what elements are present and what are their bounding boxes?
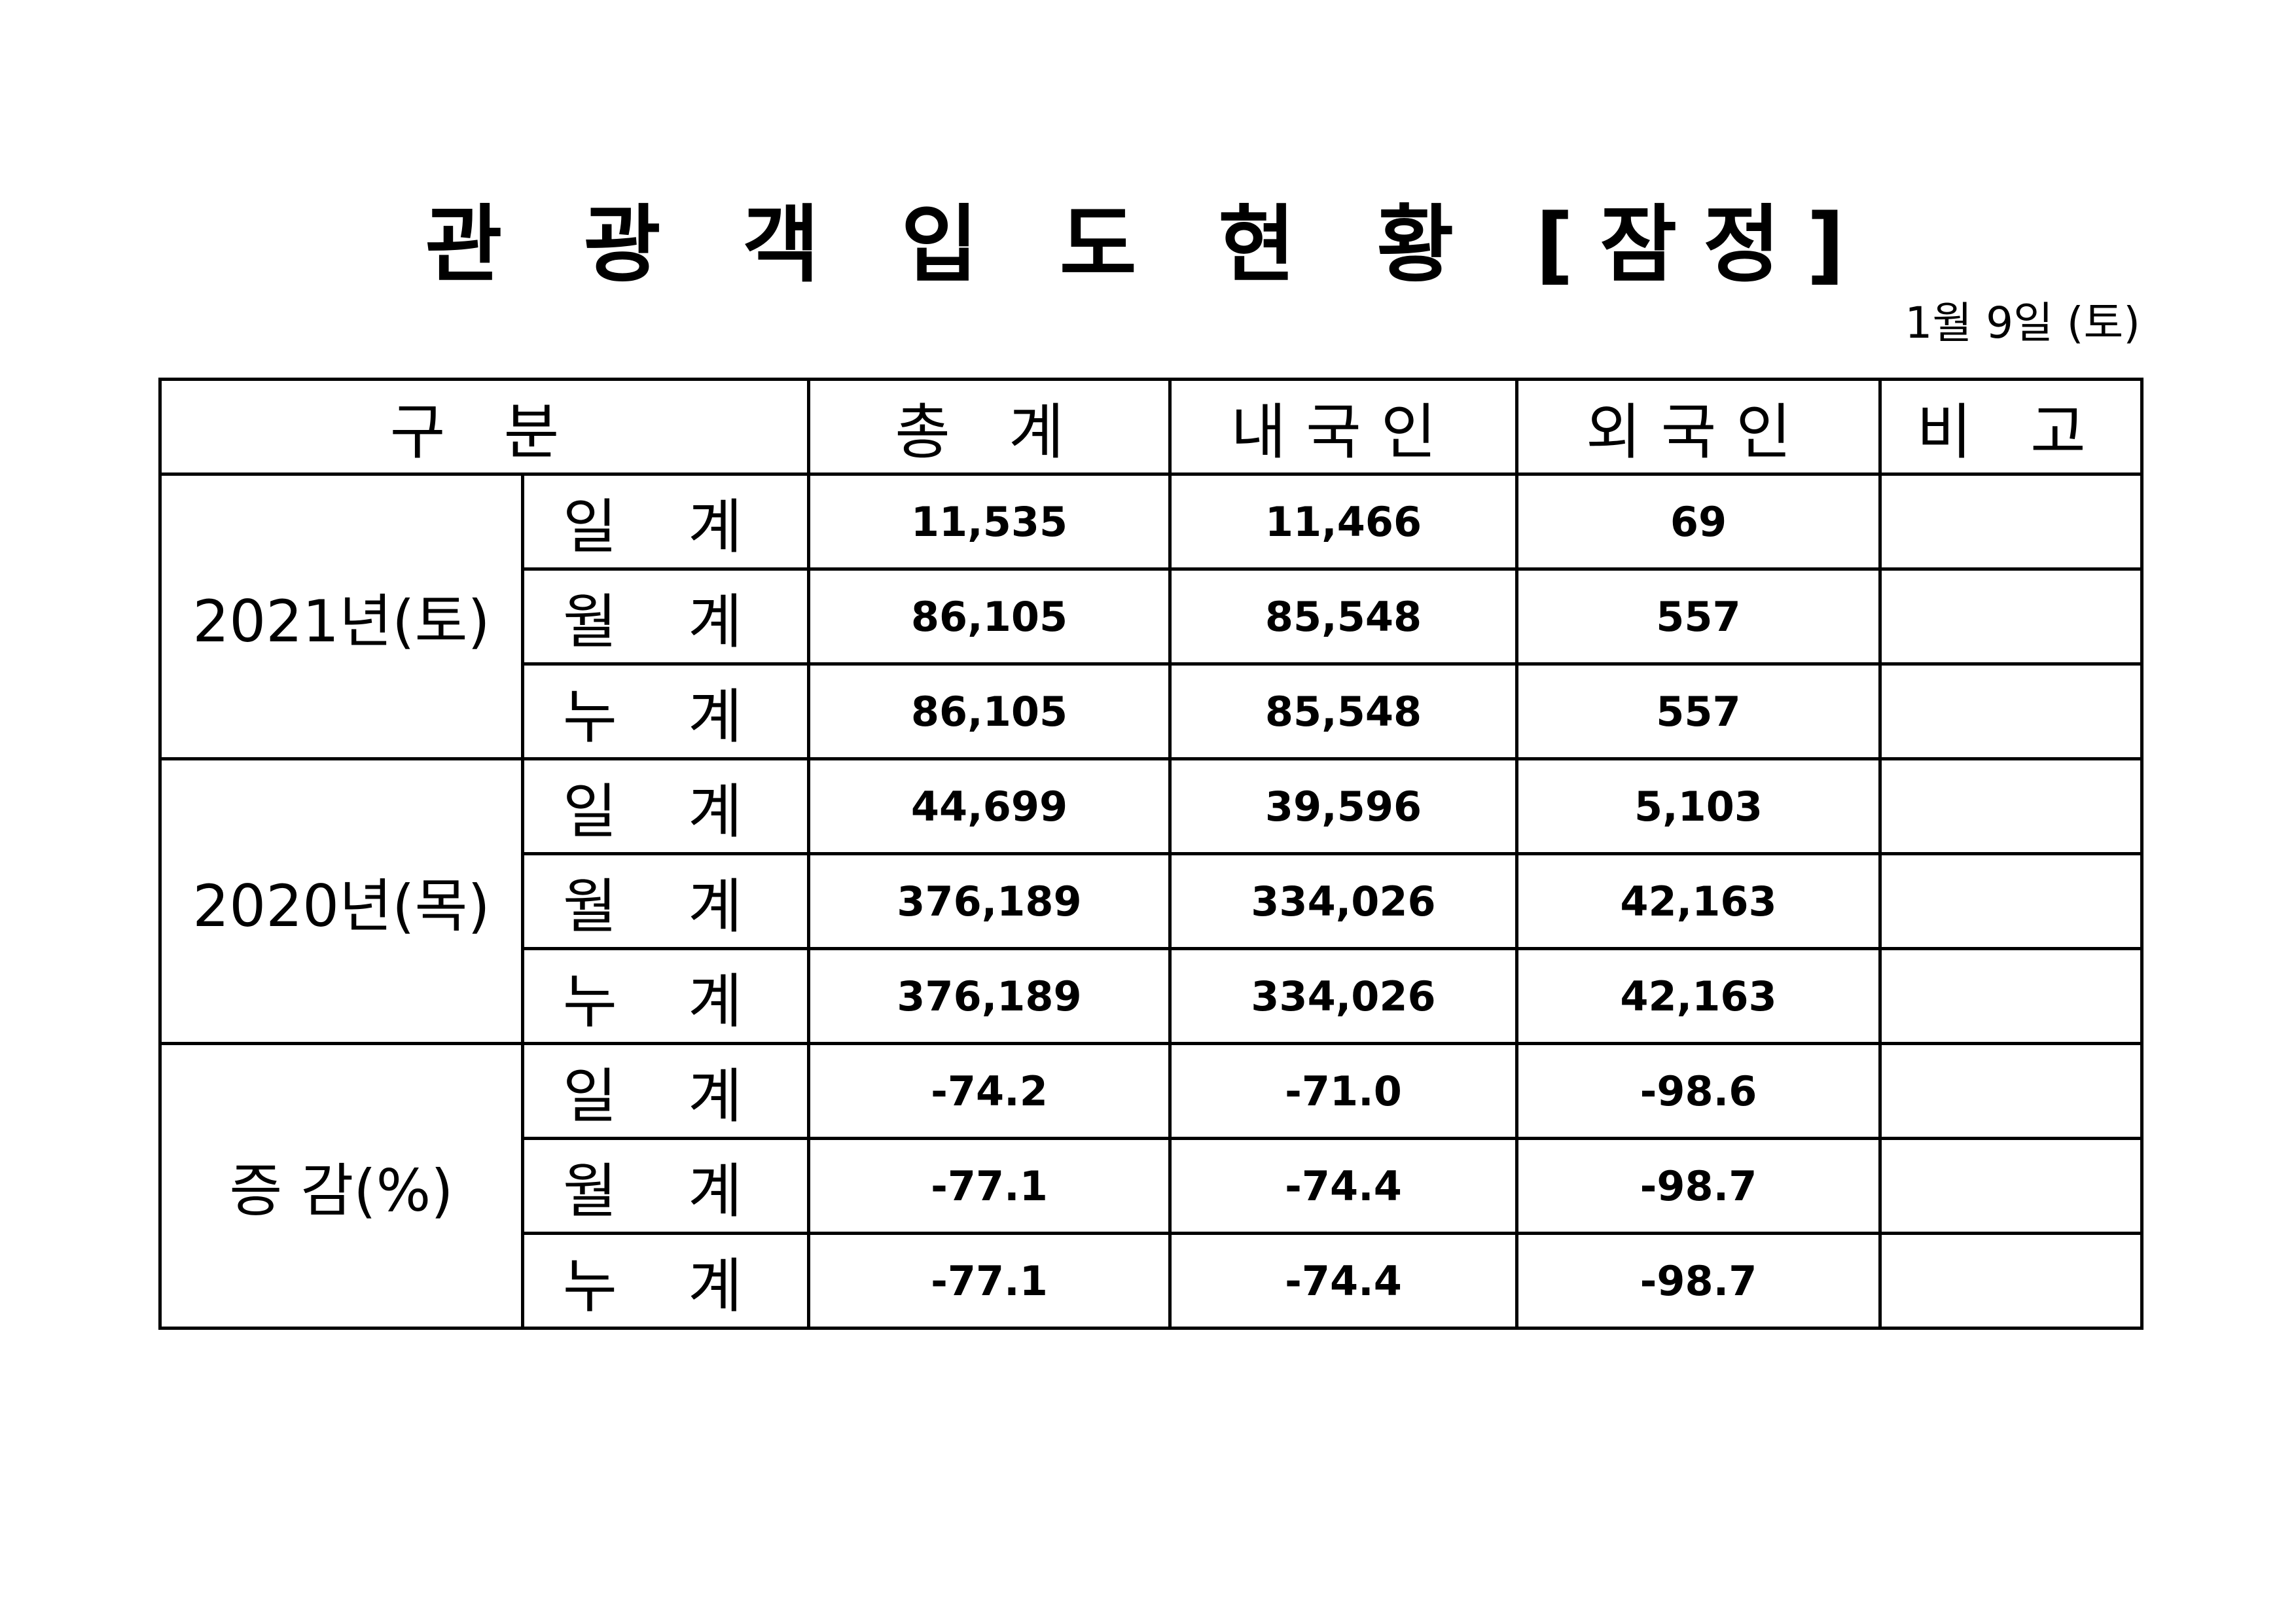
table-row: 누 계 376,189 334,026 42,163	[160, 947, 2144, 1045]
total-cell: 376,189	[807, 947, 1172, 1045]
total-cell: -77.1	[807, 1137, 1172, 1235]
sub-label: 월 계	[521, 567, 810, 666]
header-total: 총 계	[807, 378, 1172, 476]
note-cell	[1878, 1232, 2144, 1330]
total-cell: 44,699	[807, 757, 1172, 855]
note-cell	[1878, 947, 2144, 1045]
foreign-cell: 5,103	[1515, 757, 1882, 855]
domestic-cell: -74.4	[1168, 1232, 1518, 1330]
foreign-cell: 69	[1515, 473, 1882, 571]
header-domestic: 내국인	[1168, 378, 1518, 476]
total-cell: -74.2	[807, 1042, 1172, 1140]
report-date: 1월 9일 (토)	[1905, 298, 2140, 348]
foreign-cell: 42,163	[1515, 852, 1882, 950]
domestic-cell: 334,026	[1168, 852, 1518, 950]
table-row: 증 감(%) 일 계 -74.2 -71.0 -98.6	[158, 1042, 2144, 1330]
group-label: 2021년(토)	[158, 473, 524, 760]
group-label: 증 감(%)	[158, 1042, 524, 1330]
table-row: 누 계 -77.1 -74.4 -98.7	[160, 1232, 2144, 1330]
domestic-cell: 85,548	[1168, 567, 1518, 666]
total-cell: 86,105	[807, 662, 1172, 760]
foreign-cell: -98.7	[1515, 1232, 1882, 1330]
group-label: 2020년(목)	[158, 757, 524, 1045]
note-cell	[1878, 757, 2144, 855]
header-category: 구 분	[158, 378, 810, 476]
sub-label: 일 계	[521, 473, 810, 571]
foreign-cell: 557	[1515, 662, 1882, 760]
sub-label: 월 계	[521, 1137, 810, 1235]
sub-label: 누 계	[521, 947, 810, 1045]
note-cell	[1878, 567, 2144, 666]
sub-label: 일 계	[521, 757, 810, 855]
sub-label: 누 계	[521, 662, 810, 760]
foreign-cell: -98.6	[1515, 1042, 1882, 1140]
domestic-cell: -74.4	[1168, 1137, 1518, 1235]
sub-label: 월 계	[521, 852, 810, 950]
domestic-cell: 11,466	[1168, 473, 1518, 571]
note-cell	[1878, 473, 2144, 571]
domestic-cell: 85,548	[1168, 662, 1518, 760]
header-row: 구 분 총 계 내국인 외국인 비 고	[158, 378, 2144, 476]
total-cell: 11,535	[807, 473, 1172, 571]
domestic-cell: -71.0	[1168, 1042, 1518, 1140]
page-title: 관 광 객 입 도 현 황 [잠정]	[425, 196, 1871, 294]
note-cell	[1878, 852, 2144, 950]
domestic-cell: 39,596	[1168, 757, 1518, 855]
foreign-cell: 42,163	[1515, 947, 1882, 1045]
note-cell	[1878, 1137, 2144, 1235]
table-row: 2021년(토) 일 계 11,535 11,466 69	[158, 473, 2144, 760]
note-cell	[1878, 1042, 2144, 1140]
header-note: 비 고	[1878, 378, 2144, 476]
domestic-cell: 334,026	[1168, 947, 1518, 1045]
note-cell	[1878, 662, 2144, 760]
header-foreign: 외국인	[1515, 378, 1882, 476]
table-row: 월 계 376,189 334,026 42,163	[160, 852, 2144, 950]
foreign-cell: 557	[1515, 567, 1882, 666]
total-cell: 86,105	[807, 567, 1172, 666]
table-row: 월 계 -77.1 -74.4 -98.7	[160, 1137, 2144, 1235]
sub-label: 누 계	[521, 1232, 810, 1330]
total-cell: -77.1	[807, 1232, 1172, 1330]
total-cell: 376,189	[807, 852, 1172, 950]
foreign-cell: -98.7	[1515, 1137, 1882, 1235]
tourist-arrivals-table: 구 분 총 계 내국인 외국인 비 고 2021년(토) 일 계 11,535 11,…	[158, 378, 2144, 1330]
table-row: 2020년(목) 일 계 44,699 39,596 5,103	[158, 757, 2144, 1045]
table-row: 누 계 86,105 85,548 557	[160, 662, 2144, 760]
sub-label: 일 계	[521, 1042, 810, 1140]
table-row: 월 계 86,105 85,548 557	[160, 567, 2144, 666]
